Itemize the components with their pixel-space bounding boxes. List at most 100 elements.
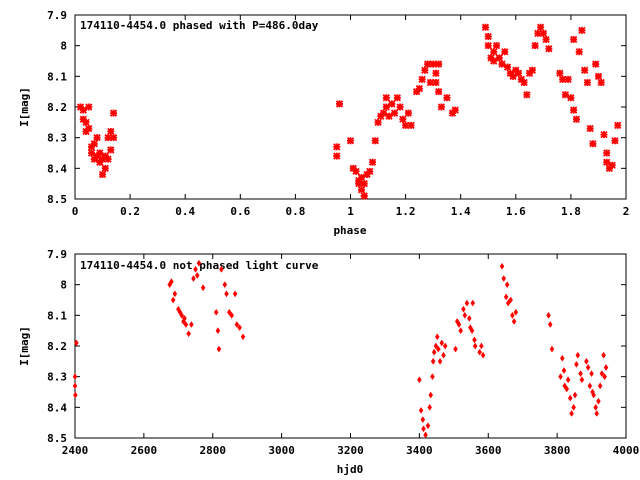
data-point: [549, 345, 555, 353]
y-tick-label: 8: [60, 40, 67, 53]
data-point: [432, 78, 440, 87]
data-point: [441, 351, 446, 359]
data-point: [572, 115, 581, 123]
data-point: [504, 281, 510, 289]
data-point: [558, 75, 567, 84]
data-point: [93, 134, 101, 142]
data-point: [420, 416, 426, 424]
data-point: [90, 140, 98, 148]
data-point: [564, 385, 570, 393]
data-point: [561, 367, 567, 374]
data-point: [200, 284, 206, 292]
data-point: [355, 180, 363, 188]
data-point: [427, 403, 433, 411]
data-point: [510, 311, 515, 319]
data-point: [480, 351, 486, 359]
data-point: [498, 60, 506, 68]
data-point: [371, 137, 379, 145]
data-point: [109, 109, 118, 117]
data-point: [226, 308, 232, 316]
data-point: [596, 397, 601, 405]
data-point: [169, 278, 174, 286]
data-point: [492, 42, 501, 50]
data-point: [603, 158, 611, 166]
data-point: [469, 327, 475, 335]
data-point: [453, 345, 458, 353]
x-tick-label: 1.2: [396, 205, 416, 218]
data-point: [85, 124, 93, 133]
y-tick-label: 8.2: [47, 101, 67, 114]
data-point: [495, 54, 503, 62]
data-point: [396, 103, 404, 111]
data-point: [567, 94, 575, 102]
data-point: [189, 321, 194, 328]
x-tick-label: 2800: [200, 444, 227, 457]
data-point: [385, 112, 393, 120]
data-point: [182, 314, 187, 322]
data-point: [564, 75, 572, 84]
data-point: [591, 391, 596, 399]
data-point: [436, 345, 441, 353]
data-point: [435, 60, 443, 68]
data-point: [499, 262, 505, 270]
data-point: [85, 103, 93, 111]
y-tick-label: 8.1: [47, 309, 67, 322]
data-point: [603, 364, 609, 371]
data-point: [484, 42, 492, 50]
data-point: [179, 311, 185, 319]
data-point: [456, 321, 462, 328]
axis-ticks: 0 0.2 0.4 0.6 0.8 1 1.2 1.4 1.6 1.8 2 7.9 8 8.1 8.2 8.3…: [47, 9, 629, 218]
data-point: [542, 35, 550, 44]
data-point: [379, 109, 388, 117]
data-point: [505, 299, 511, 307]
data-point: [608, 161, 616, 169]
x-tick-label: 3600: [475, 444, 502, 457]
y-tick-label: 8.5: [47, 432, 67, 445]
data-point: [477, 348, 482, 356]
data-point: [561, 91, 570, 99]
data-point: [425, 422, 431, 430]
data-point: [428, 391, 434, 399]
data-point: [87, 149, 96, 157]
y-tick-label: 8: [60, 279, 67, 292]
data-point: [545, 45, 553, 53]
data-point: [421, 66, 429, 74]
axis-ticks: 2400 2600 2800 3000 3200 3400 3600 3800 4000 7.9 8…: [47, 248, 639, 457]
data-point: [170, 296, 176, 304]
y-tick-label: 8.2: [47, 340, 67, 353]
data-point: [464, 299, 470, 307]
data-point: [597, 78, 605, 87]
data-point: [594, 72, 603, 80]
data-point: [443, 94, 451, 102]
x-tick-label: 0: [72, 205, 79, 218]
data-point: [335, 100, 344, 108]
data-point: [602, 373, 607, 381]
data-point: [360, 180, 368, 188]
data-point: [511, 318, 517, 325]
data-point: [589, 370, 594, 378]
data-point: [558, 373, 563, 381]
data-point: [333, 152, 341, 160]
x-tick-label: 1.6: [506, 205, 526, 218]
data-point: [592, 60, 600, 68]
x-tick-label: 1: [347, 205, 354, 218]
data-point: [82, 118, 90, 126]
data-points: [76, 23, 622, 200]
data-point: [503, 63, 512, 71]
data-point: [357, 186, 366, 194]
data-point: [479, 342, 484, 350]
data-point: [584, 357, 589, 365]
data-point: [73, 391, 78, 399]
data-point: [574, 360, 579, 368]
data-point: [570, 35, 578, 44]
data-point: [472, 342, 478, 350]
data-point: [390, 109, 399, 117]
y-axis-label: I[mag]: [18, 87, 31, 127]
data-point: [234, 321, 240, 328]
data-point: [418, 75, 426, 84]
data-point: [575, 351, 581, 359]
data-point: [490, 48, 498, 56]
x-tick-label: 2400: [62, 444, 89, 457]
data-point: [429, 60, 437, 68]
data-point: [423, 431, 428, 439]
